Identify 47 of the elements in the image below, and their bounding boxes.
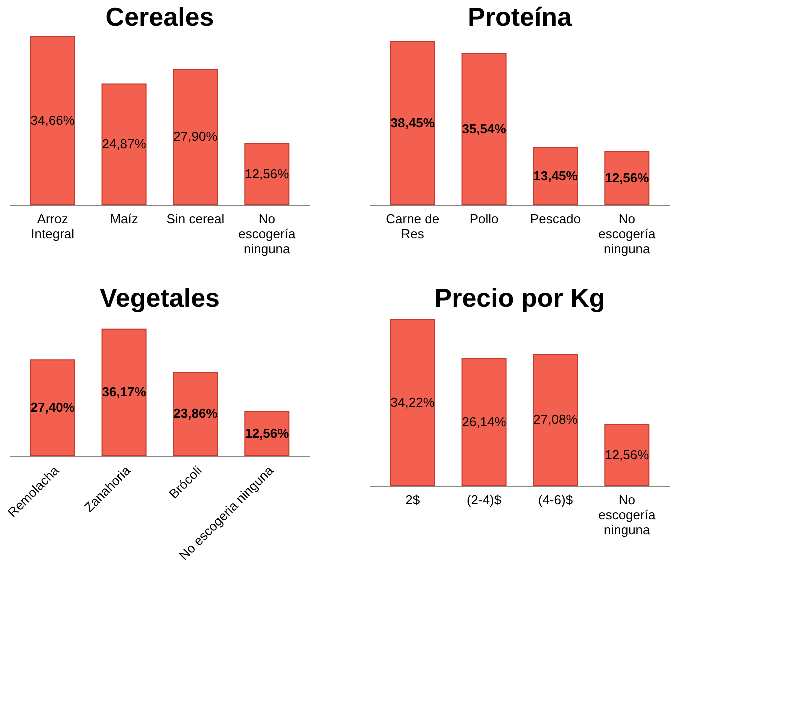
bar — [244, 143, 290, 206]
data-label: 23,86% — [174, 406, 218, 422]
data-label: 34,66% — [30, 112, 76, 128]
bar — [390, 41, 436, 206]
bar — [102, 328, 147, 456]
data-label: 38,45% — [390, 115, 436, 130]
bar — [462, 358, 507, 486]
chart-title: Cereales — [106, 2, 214, 32]
x-tick-label: Arroz Integral — [31, 212, 75, 242]
x-tick-label: No escogería ninguna — [598, 212, 656, 256]
bar — [604, 424, 650, 486]
chart-title: Precio por Kg — [434, 283, 606, 313]
x-tick-label: No escogería ninguna — [598, 492, 656, 538]
chart-title: Vegetales — [100, 283, 220, 313]
data-label: 12,56% — [605, 447, 650, 462]
x-tick-label: Maíz — [110, 212, 138, 226]
data-label: 12,56% — [605, 170, 650, 186]
data-label: 12,56% — [245, 166, 290, 182]
x-tick-label: (4-6)$ — [538, 492, 574, 508]
data-label: 12,56% — [245, 426, 290, 442]
bar — [533, 354, 578, 486]
x-tick-label: No escogería ninguna — [238, 212, 296, 256]
data-label: 24,87% — [102, 136, 147, 152]
x-tick-label: Sin cereal — [166, 212, 225, 226]
bar — [173, 372, 218, 456]
data-label: 36,17% — [102, 384, 147, 400]
data-label: 27,40% — [30, 400, 76, 416]
data-label: 26,14% — [462, 414, 507, 430]
x-tick-label: (2-4)$ — [466, 492, 502, 508]
bar — [390, 319, 436, 486]
data-label: 34,22% — [390, 394, 436, 410]
bar — [462, 53, 507, 206]
x-tick-label: Carne de Res — [386, 212, 440, 242]
data-label: 13,45% — [534, 168, 578, 184]
bar — [533, 147, 578, 206]
chart-title: Proteína — [468, 2, 573, 32]
x-tick-label: 2$ — [406, 492, 421, 508]
data-label: 27,90% — [174, 129, 218, 144]
bar — [102, 84, 147, 206]
bar — [30, 36, 76, 206]
bar — [173, 68, 218, 206]
bar — [604, 151, 650, 206]
bar — [30, 360, 76, 456]
x-tick-label: Pollo — [470, 212, 499, 226]
data-label: 35,54% — [462, 121, 507, 136]
data-label: 27,08% — [534, 412, 578, 428]
x-tick-label: Pescado — [530, 212, 582, 226]
